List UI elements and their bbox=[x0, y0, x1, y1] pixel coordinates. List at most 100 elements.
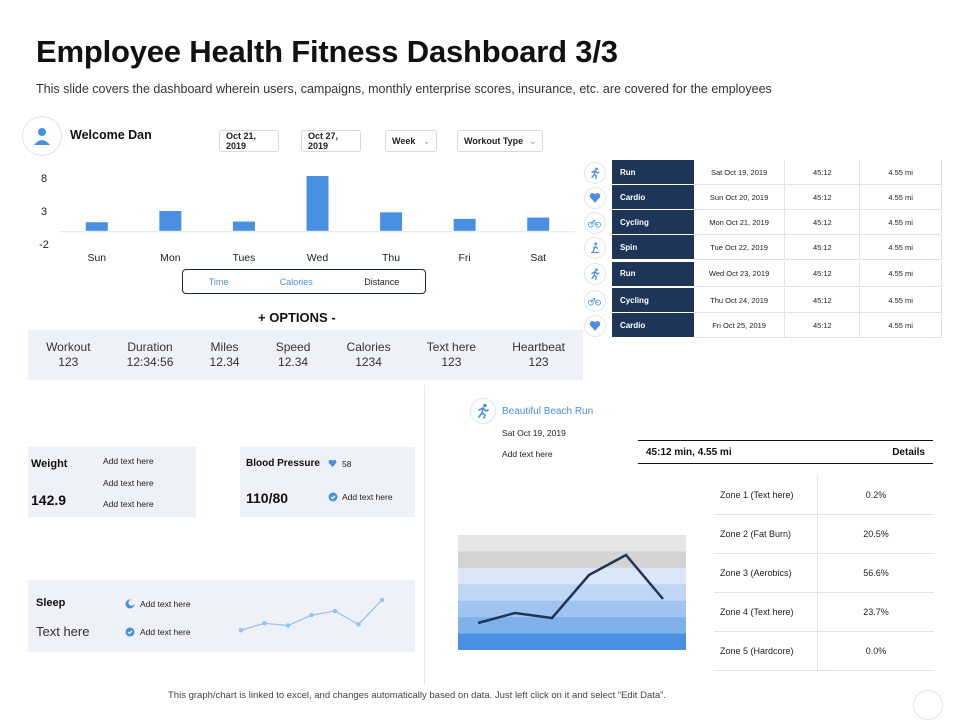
workout-type-label: Workout Type bbox=[464, 136, 524, 146]
time-cell: 45:12 bbox=[785, 261, 861, 287]
workout-type-select[interactable]: Workout Type ⌄ bbox=[457, 130, 543, 152]
page-subtitle: This slide covers the dashboard wherein … bbox=[36, 82, 772, 96]
zone-value: 56.6% bbox=[863, 568, 889, 578]
table-row[interactable]: Spin Tue Oct 22, 2019 45:12 4.55 mi bbox=[580, 235, 942, 260]
metric-toggle[interactable]: Time Calories Distance bbox=[182, 269, 426, 294]
sleep-point bbox=[309, 612, 314, 618]
options-toggle[interactable]: + OPTIONS - bbox=[258, 310, 336, 325]
stat-item: Duration 12:34:56 bbox=[127, 340, 174, 370]
stat-label: Miles bbox=[210, 340, 239, 354]
sleep-point bbox=[356, 622, 361, 627]
table-row[interactable]: Cycling Thu Oct 24, 2019 45:12 4.55 mi bbox=[580, 288, 942, 313]
bike-icon bbox=[584, 289, 606, 312]
date-from-input[interactable]: Oct 21, 2019 bbox=[219, 130, 279, 152]
zone-value: 23.7% bbox=[863, 607, 889, 617]
stat-item: Workout 123 bbox=[46, 340, 90, 370]
activity-cell: Cardio bbox=[611, 313, 694, 338]
time-cell: 45:12 bbox=[785, 160, 861, 185]
weight-note: Add text here bbox=[103, 499, 154, 509]
check-icon bbox=[125, 627, 135, 637]
date-cell: Sat Oct 19, 2019 bbox=[693, 160, 786, 185]
zone-band bbox=[458, 535, 686, 552]
zone-band bbox=[458, 584, 686, 602]
x-tick-label: Tues bbox=[232, 252, 255, 264]
x-tick-label: Sun bbox=[87, 252, 106, 264]
stat-item: Text here 123 bbox=[427, 340, 476, 370]
distance-cell: 4.55 mi bbox=[860, 313, 942, 338]
section-divider bbox=[424, 385, 425, 685]
tab-calories[interactable]: Calories bbox=[279, 276, 313, 287]
user-icon bbox=[34, 128, 50, 145]
distance-cell: 4.55 mi bbox=[860, 160, 942, 185]
zone-band bbox=[458, 551, 686, 569]
table-row[interactable]: Run Sat Oct 19, 2019 45:12 4.55 mi bbox=[580, 160, 942, 185]
activity-cell: Run bbox=[611, 160, 694, 185]
stat-label: Workout bbox=[46, 340, 91, 354]
time-cell: 45:12 bbox=[785, 288, 861, 313]
tab-time[interactable]: Time bbox=[208, 276, 229, 287]
sleep-point bbox=[262, 620, 267, 626]
pulse-value: 58 bbox=[342, 459, 352, 469]
bar[interactable] bbox=[380, 212, 403, 231]
tab-distance[interactable]: Distance bbox=[364, 276, 400, 287]
stat-label: Duration bbox=[127, 340, 173, 354]
zone-name: Zone 5 (Hardcore) bbox=[714, 632, 818, 670]
zones-table: Zone 1 (Text here) 0.2% Zone 2 (Fat Burn) 2… bbox=[714, 476, 934, 671]
bar[interactable] bbox=[306, 176, 329, 231]
date-cell: Wed Oct 23, 2019 bbox=[693, 261, 786, 287]
time-cell: 45:12 bbox=[785, 210, 861, 235]
stat-item: Heartbeat 123 bbox=[512, 340, 565, 370]
heart-zone-chart bbox=[458, 535, 686, 650]
sleep-point bbox=[379, 597, 385, 603]
period-select[interactable]: Week ⌄ bbox=[385, 130, 437, 152]
bar[interactable] bbox=[232, 221, 255, 231]
activity-cell: Run bbox=[611, 261, 694, 287]
stat-value: 1234 bbox=[355, 355, 382, 369]
table-row[interactable]: Run Wed Oct 23, 2019 45:12 4.55 mi bbox=[580, 260, 942, 288]
bar[interactable] bbox=[159, 211, 182, 231]
stats-bar: Workout 123 Duration 12:34:56 Miles 12.34 Spee… bbox=[28, 330, 583, 380]
date-to-input[interactable]: Oct 27, 2019 bbox=[301, 130, 361, 152]
blood-pressure-value: 110/80 bbox=[246, 490, 289, 506]
spin-icon bbox=[584, 236, 606, 259]
stat-item: Calories 1234 bbox=[347, 340, 391, 370]
sleep-point bbox=[332, 608, 338, 614]
distance-cell: 4.55 mi bbox=[860, 261, 942, 287]
bar[interactable] bbox=[85, 222, 108, 231]
distance-cell: 4.55 mi bbox=[860, 210, 942, 235]
zone-name: Zone 3 (Aerobics) bbox=[714, 554, 818, 592]
date-to-label: Oct 27, 2019 bbox=[308, 131, 339, 151]
blood-pressure-label: Blood Pressure bbox=[246, 458, 320, 469]
bar[interactable] bbox=[527, 217, 550, 231]
run-icon bbox=[584, 263, 606, 285]
heart-icon bbox=[584, 314, 606, 337]
run-icon bbox=[584, 161, 606, 184]
details-link[interactable]: Details bbox=[892, 446, 925, 458]
sleep-card: Sleep Text here Add text here Add text h… bbox=[28, 580, 415, 652]
chevron-down-icon: ⌄ bbox=[529, 136, 536, 146]
table-row[interactable]: Cardio Fri Oct 25, 2019 45:12 4.55 mi bbox=[580, 313, 942, 338]
page-title: Employee Health Fitness Dashboard 3/3 bbox=[36, 34, 618, 69]
table-row: Zone 2 (Fat Burn) 20.5% bbox=[714, 515, 934, 554]
distance-cell: 4.55 mi bbox=[860, 235, 942, 260]
time-cell: 45:12 bbox=[785, 313, 861, 338]
sleep-label: Sleep bbox=[36, 597, 66, 609]
run-date: Sat Oct 19, 2019 bbox=[502, 428, 566, 438]
zone-band bbox=[458, 617, 686, 635]
time-cell: 45:12 bbox=[785, 185, 861, 210]
date-cell: Sun Oct 20, 2019 bbox=[693, 185, 786, 210]
distance-cell: 4.55 mi bbox=[860, 288, 942, 313]
table-row[interactable]: Cardio Sun Oct 20, 2019 45:12 4.55 mi bbox=[580, 185, 942, 210]
period-label: Week bbox=[392, 136, 416, 146]
activity-cell: Spin bbox=[611, 235, 694, 260]
distance-cell: 4.55 mi bbox=[860, 185, 942, 210]
sleep-note: Add text here bbox=[140, 627, 191, 637]
user-avatar[interactable] bbox=[22, 116, 62, 156]
check-icon bbox=[328, 492, 338, 502]
table-row[interactable]: Cycling Mon Oct 21, 2019 45:12 4.55 mi bbox=[580, 210, 942, 235]
date-cell: Mon Oct 21, 2019 bbox=[693, 210, 786, 235]
x-tick-label: Wed bbox=[307, 252, 329, 264]
zone-name: Zone 4 (Text here) bbox=[714, 593, 818, 631]
bar[interactable] bbox=[453, 218, 476, 231]
stat-label: Text here bbox=[426, 340, 477, 354]
